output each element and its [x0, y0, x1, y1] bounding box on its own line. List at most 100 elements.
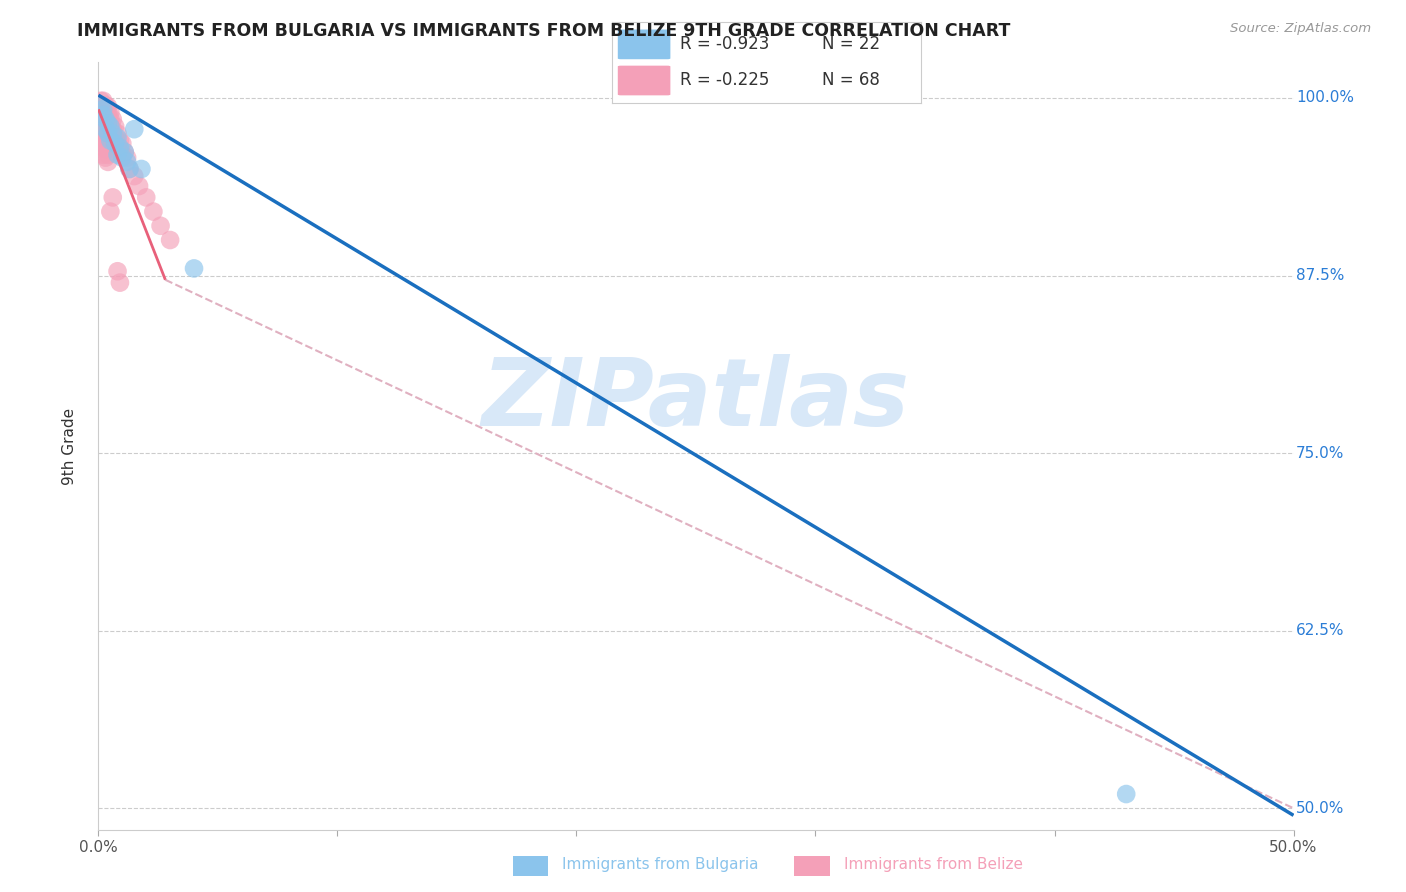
Text: Immigrants from Belize: Immigrants from Belize [844, 857, 1022, 872]
Point [101, 134, 124, 148]
Point [98, 105, 122, 120]
Point [115, 151, 138, 165]
Text: 62.5%: 62.5% [1296, 624, 1344, 638]
Text: Immigrants from Bulgaria: Immigrants from Bulgaria [562, 857, 759, 872]
Point [111, 148, 134, 162]
Point [114, 145, 136, 159]
Point [107, 148, 129, 162]
Text: 75.0%: 75.0% [1296, 446, 1344, 460]
Point [90, 130, 112, 145]
Point [118, 161, 141, 176]
Text: Source: ZipAtlas.com: Source: ZipAtlas.com [1230, 22, 1371, 36]
Point [111, 151, 134, 165]
Point [91, 116, 114, 130]
Point [91, 139, 114, 153]
Point [91, 108, 114, 122]
Point [128, 179, 150, 194]
Point [94, 130, 117, 145]
Point [90, 94, 112, 108]
Point [94, 142, 117, 156]
Text: 50.0%: 50.0% [1296, 801, 1344, 816]
Point [104, 136, 127, 151]
Point [135, 190, 157, 204]
Point [97, 128, 120, 142]
Point [104, 130, 127, 145]
Point [90, 136, 112, 151]
Point [97, 99, 120, 113]
Point [94, 151, 117, 165]
Text: N = 68: N = 68 [823, 71, 880, 89]
Point [91, 105, 114, 120]
Text: N = 22: N = 22 [823, 35, 880, 53]
Point [91, 103, 114, 117]
Point [90, 98, 112, 112]
Point [94, 108, 117, 122]
Point [183, 261, 205, 276]
Point [115, 154, 138, 169]
Point [108, 276, 131, 290]
Point [91, 99, 114, 113]
Point [114, 145, 136, 159]
Point [149, 219, 172, 233]
Point [94, 98, 117, 112]
Point [97, 105, 120, 120]
Point [94, 125, 117, 139]
Point [101, 122, 124, 136]
Point [91, 122, 114, 136]
Point [91, 128, 114, 142]
Point [97, 134, 120, 148]
Point [94, 113, 117, 128]
Text: R = -0.225: R = -0.225 [679, 71, 769, 89]
Point [94, 136, 117, 151]
Point [91, 94, 114, 108]
Point [97, 127, 120, 141]
Point [91, 111, 114, 125]
Point [124, 169, 146, 183]
Point [97, 116, 120, 130]
Point [101, 127, 124, 141]
Point [131, 161, 153, 176]
Text: 87.5%: 87.5% [1296, 268, 1344, 283]
Point [90, 122, 112, 136]
Point [107, 130, 129, 145]
Point [101, 112, 124, 127]
Point [1115, 787, 1137, 801]
Point [107, 127, 129, 141]
Point [142, 204, 165, 219]
Point [107, 136, 129, 151]
Point [97, 148, 120, 162]
FancyBboxPatch shape [617, 66, 671, 95]
Point [97, 122, 120, 136]
Point [98, 136, 122, 151]
Point [98, 120, 122, 134]
Point [97, 139, 120, 153]
Y-axis label: 9th Grade: 9th Grade [62, 408, 77, 484]
Point [90, 108, 112, 122]
Point [90, 127, 112, 141]
Point [124, 122, 146, 136]
Point [91, 134, 114, 148]
Point [90, 116, 112, 130]
Point [94, 112, 117, 127]
Point [159, 233, 181, 247]
Text: IMMIGRANTS FROM BULGARIA VS IMMIGRANTS FROM BELIZE 9TH GRADE CORRELATION CHART: IMMIGRANTS FROM BULGARIA VS IMMIGRANTS F… [77, 22, 1011, 40]
Point [98, 134, 122, 148]
Point [98, 112, 122, 127]
Point [98, 204, 122, 219]
Point [97, 111, 120, 125]
Point [90, 112, 112, 127]
Text: ZIPatlas: ZIPatlas [482, 354, 910, 446]
Point [108, 134, 131, 148]
Point [90, 98, 112, 112]
Point [94, 122, 117, 136]
Point [101, 190, 124, 204]
Point [107, 264, 129, 278]
Point [97, 154, 120, 169]
Point [104, 120, 127, 134]
Text: R = -0.923: R = -0.923 [679, 35, 769, 53]
Point [98, 127, 122, 141]
Point [111, 136, 134, 151]
Point [90, 103, 112, 117]
Point [94, 120, 117, 134]
Point [94, 103, 117, 117]
